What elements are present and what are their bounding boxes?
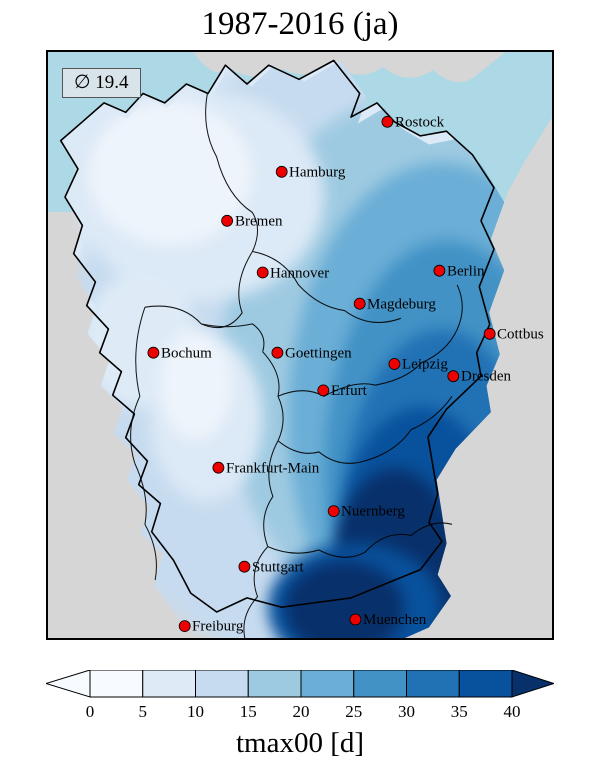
svg-text:15: 15 [240,702,257,721]
svg-text:Nuernberg: Nuernberg [341,504,405,520]
svg-text:Leipzig: Leipzig [402,357,448,373]
svg-text:30: 30 [398,702,415,721]
svg-text:5: 5 [139,702,148,721]
svg-text:Hamburg: Hamburg [289,165,346,181]
svg-text:Dresden: Dresden [461,369,511,385]
svg-text:Frankfurt-Main: Frankfurt-Main [226,461,320,477]
svg-text:35: 35 [451,702,468,721]
svg-text:Bochum: Bochum [161,346,212,362]
svg-text:Hannover: Hannover [270,266,329,282]
svg-text:Rostock: Rostock [395,115,445,131]
svg-text:0: 0 [86,702,95,721]
svg-text:Berlin: Berlin [447,264,485,280]
svg-text:10: 10 [187,702,204,721]
svg-text:Erfurt: Erfurt [331,383,368,399]
svg-text:40: 40 [504,702,521,721]
svg-text:Magdeburg: Magdeburg [367,297,436,313]
svg-text:Bremen: Bremen [235,214,283,230]
svg-text:20: 20 [293,702,310,721]
svg-text:25: 25 [345,702,362,721]
svg-text:Stuttgart: Stuttgart [252,560,304,576]
svg-text:Goettingen: Goettingen [285,346,352,362]
svg-text:Cottbus: Cottbus [497,327,544,343]
svg-text:Muenchen: Muenchen [363,612,427,628]
svg-text:Freiburg: Freiburg [192,619,244,635]
